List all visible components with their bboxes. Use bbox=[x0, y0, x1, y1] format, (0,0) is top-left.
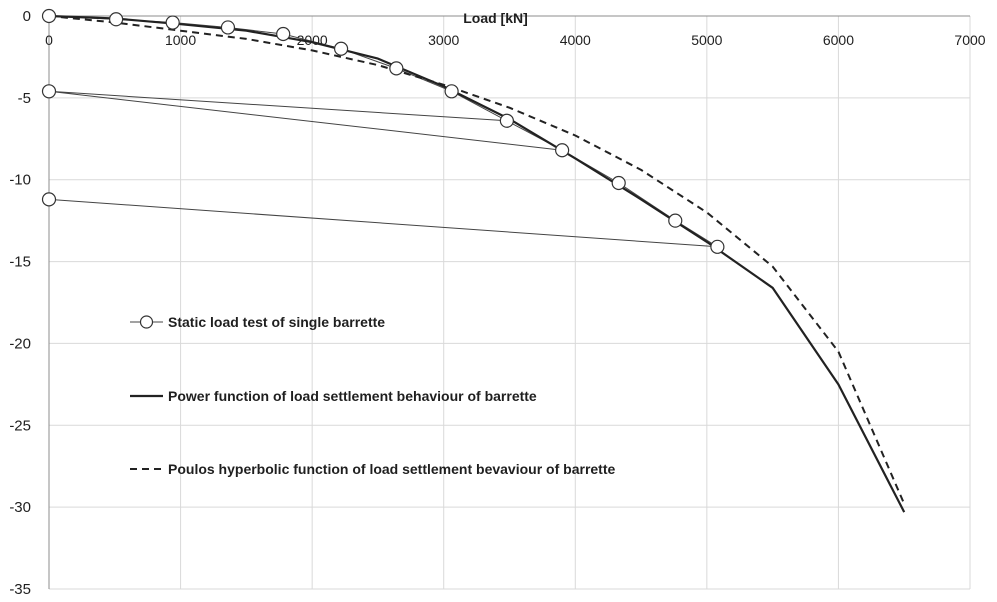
series-markers bbox=[41, 8, 725, 254]
y-tick-label: -35 bbox=[9, 581, 31, 597]
y-tick-label: -5 bbox=[18, 90, 31, 107]
data-point-marker bbox=[611, 175, 626, 191]
data-point-marker bbox=[499, 113, 514, 128]
y-tick-labels: 0 -5 -10 -15 -20 -25 -30 -35 bbox=[9, 8, 31, 598]
legend-label: Power function of load settlement behavi… bbox=[168, 388, 537, 404]
series-line-2 bbox=[48, 14, 906, 513]
data-point-marker bbox=[220, 20, 236, 35]
data-point-marker bbox=[109, 12, 124, 27]
data-point-marker bbox=[333, 41, 349, 56]
series-line-3 bbox=[48, 15, 906, 505]
data-point-marker bbox=[41, 84, 57, 99]
x-tick-labels: 0 1000 2000 3000 4000 5000 6000 7000 bbox=[45, 32, 986, 48]
legend-label: Static load test of single barrette bbox=[168, 314, 385, 330]
x-tick-label: 0 bbox=[45, 32, 53, 48]
y-tick-label: -25 bbox=[9, 417, 31, 434]
data-point-marker bbox=[389, 61, 404, 76]
legend-item-3: Poulos hyperbolic function of load settl… bbox=[130, 461, 615, 477]
x-tick-label: 4000 bbox=[560, 32, 591, 48]
series-line-1 bbox=[48, 15, 718, 248]
y-tick-label: -10 bbox=[9, 172, 31, 189]
x-tick-label: 3000 bbox=[428, 32, 459, 48]
x-tick-label: 7000 bbox=[954, 32, 985, 48]
series-lines bbox=[48, 14, 906, 513]
x-tick-label: 6000 bbox=[823, 32, 854, 48]
legend: Static load test of single barrette Power… bbox=[130, 314, 615, 477]
data-point-marker bbox=[41, 192, 57, 207]
x-tick-label: 1000 bbox=[165, 32, 196, 48]
x-tick-label: 5000 bbox=[691, 32, 722, 48]
data-point-marker bbox=[668, 213, 683, 228]
legend-marker bbox=[139, 315, 154, 329]
data-point-marker bbox=[710, 239, 725, 254]
data-point-marker bbox=[165, 15, 180, 30]
legend-label: Poulos hyperbolic function of load settl… bbox=[168, 461, 615, 477]
y-tick-label: 0 bbox=[23, 8, 31, 25]
y-tick-label: -30 bbox=[9, 499, 31, 516]
y-tick-label: -15 bbox=[9, 254, 31, 271]
axes bbox=[48, 15, 970, 589]
data-point-marker bbox=[41, 8, 57, 24]
data-point-marker bbox=[444, 84, 459, 99]
y-tick-label: -20 bbox=[9, 335, 31, 352]
data-point-marker bbox=[555, 143, 570, 158]
x-axis-title: Load [kN] bbox=[463, 10, 528, 26]
legend-item-2: Power function of load settlement behavi… bbox=[130, 388, 537, 404]
legend-item-1: Static load test of single barrette bbox=[130, 314, 385, 330]
gridlines bbox=[48, 15, 971, 590]
data-point-marker bbox=[276, 26, 291, 42]
